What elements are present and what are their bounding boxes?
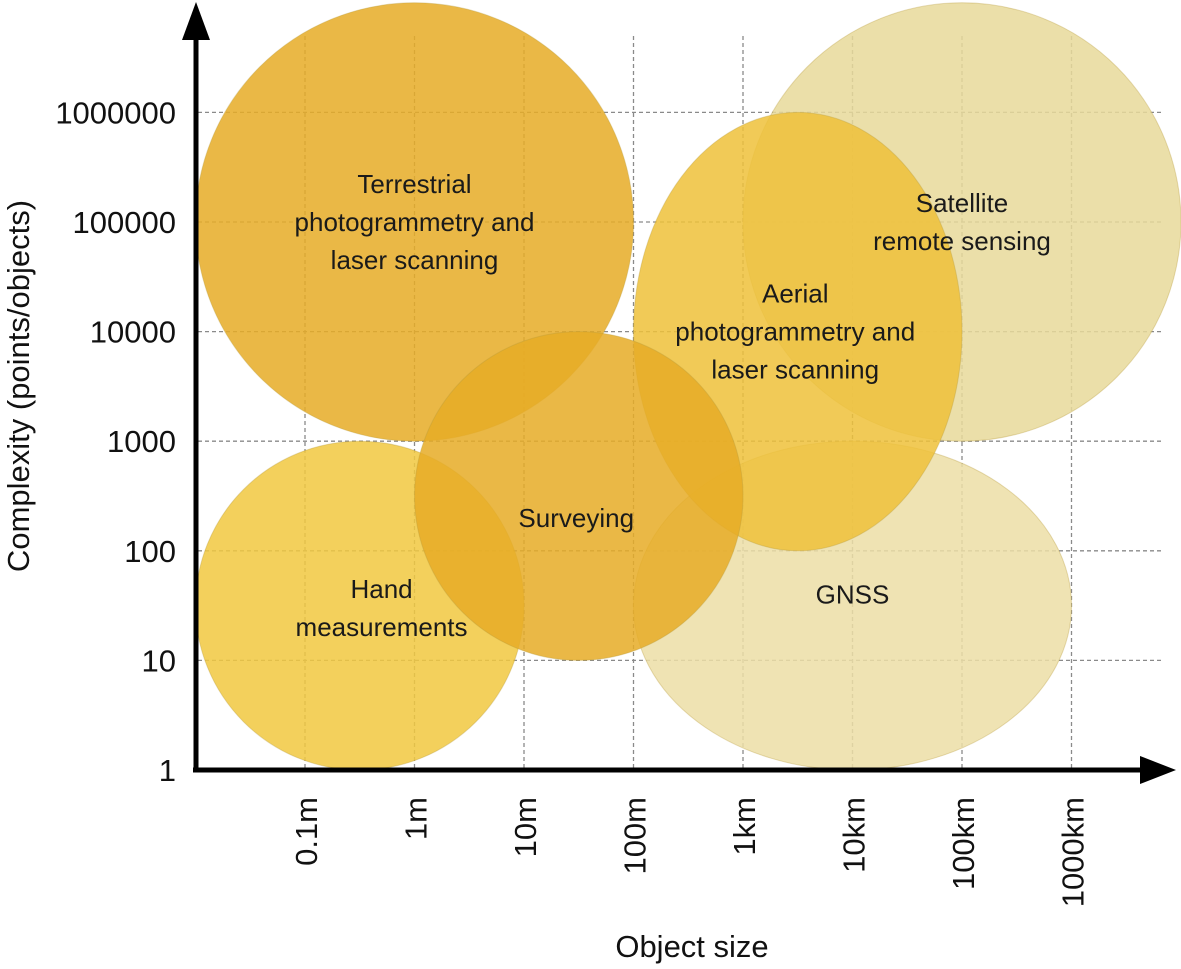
region-label-1-0: GNSS: [816, 579, 890, 609]
x-tick-label-0: 0.1m: [289, 797, 324, 866]
x-tick-label-4: 1km: [727, 797, 762, 856]
y-tick-label-4: 10000: [90, 315, 176, 350]
region-label-5-0: Surveying: [518, 503, 634, 533]
bubble-5: [414, 331, 744, 661]
x-tick-label-2: 10m: [508, 797, 543, 857]
region-label-3-0: Aerial: [762, 279, 828, 309]
y-tick-label-6: 1000000: [55, 95, 176, 130]
region-label-2-0: Terrestrial: [357, 169, 471, 199]
region-label-2-1: photogrammetry and: [295, 207, 535, 237]
x-tick-label-1: 1m: [399, 797, 434, 840]
x-tick-label-5: 10km: [837, 797, 872, 873]
y-axis-arrow: [182, 2, 210, 40]
axes-group: [182, 2, 1176, 784]
y-tick-label-5: 100000: [73, 205, 176, 240]
region-label-0-1: remote sensing: [873, 226, 1051, 256]
y-tick-label-3: 1000: [107, 424, 176, 459]
region-label-4-0: Hand: [350, 574, 412, 604]
tick-labels: 1 10 100 1000 10000 100000 1000000 0.1m 1m 10m 100…: [55, 95, 1090, 907]
x-tick-label-3: 100m: [618, 797, 653, 875]
x-axis-arrow: [1140, 756, 1176, 784]
region-label-3-1: photogrammetry and: [675, 317, 915, 347]
region-label-4-1: measurements: [296, 612, 468, 642]
x-axis-title: Object size: [615, 929, 768, 964]
bubbles-group: [195, 2, 1181, 771]
y-tick-label-2: 100: [124, 534, 176, 569]
y-tick-label-0: 1: [159, 753, 176, 788]
region-label-0-0: Satellite: [916, 188, 1009, 218]
region-label-2-2: laser scanning: [331, 245, 499, 275]
x-tick-label-7: 1000km: [1056, 797, 1091, 907]
x-tick-label-6: 100km: [946, 797, 981, 890]
region-labels: Satellite remote sensing GNSS Terrestrial ph…: [295, 169, 1051, 642]
region-label-3-2: laser scanning: [711, 355, 879, 385]
y-tick-label-1: 10: [142, 643, 176, 678]
y-axis-title: Complexity (points/objects): [1, 200, 36, 572]
